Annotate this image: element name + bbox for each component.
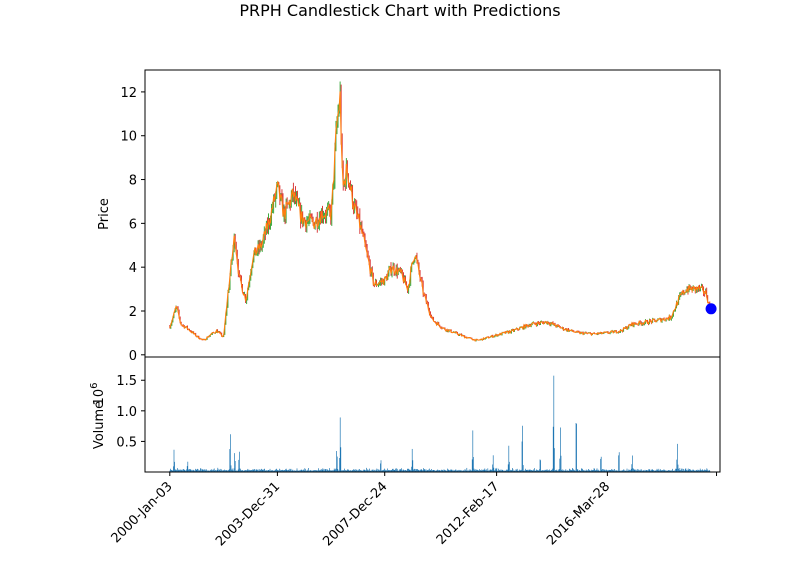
volume-axes-frame — [144, 356, 721, 473]
prediction-point — [705, 303, 717, 315]
volume-y-tick-label: 1.5 — [116, 374, 137, 389]
price-y-tick-label: 10 — [120, 130, 137, 145]
price-panel: 0 2 4 6 8 10 12 Price — [97, 69, 721, 364]
x-axis-ticks: 2000-Jan-03 2003-Dec-31 2007-Dec-24 2012-Fe… — [109, 472, 718, 549]
price-y-tick-label: 4 — [129, 261, 137, 276]
close-price-line — [169, 91, 711, 342]
x-tick-label: 2007-Dec-24 — [320, 479, 390, 549]
volume-marks — [169, 375, 711, 472]
volume-y-tick-label: 0.5 — [116, 435, 137, 450]
price-y-tick-label: 0 — [129, 349, 137, 364]
x-tick-label: 2003-Dec-31 — [213, 479, 283, 549]
price-axes-frame — [144, 69, 721, 358]
x-tick-label: 2012-Feb-17 — [434, 479, 503, 548]
chart-title: PRPH Candlestick Chart with Predictions — [239, 1, 560, 20]
price-y-ticks: 0 2 4 6 8 10 12 — [120, 86, 145, 364]
price-y-tick-label: 2 — [129, 305, 137, 320]
price-y-tick-label: 12 — [120, 86, 137, 101]
price-marks — [169, 81, 717, 342]
x-tick-label: 2000-Jan-03 — [109, 479, 176, 546]
x-tick-label: 2016-Mar-28 — [544, 479, 613, 548]
volume-y-ticks: 0.5 1.0 1.5 — [116, 374, 145, 450]
volume-panel: 0.5 1.0 1.5 Volume 106 2000-Jan-03 2003-Dec… — [89, 356, 721, 549]
volume-ylabel: Volume — [92, 401, 107, 449]
price-y-tick-label: 6 — [129, 217, 137, 232]
price-ylabel: Price — [97, 198, 112, 230]
volume-y-tick-label: 1.0 — [116, 405, 137, 420]
volume-ylabel-scale: 106 — [89, 383, 107, 406]
price-y-tick-label: 8 — [129, 174, 137, 189]
